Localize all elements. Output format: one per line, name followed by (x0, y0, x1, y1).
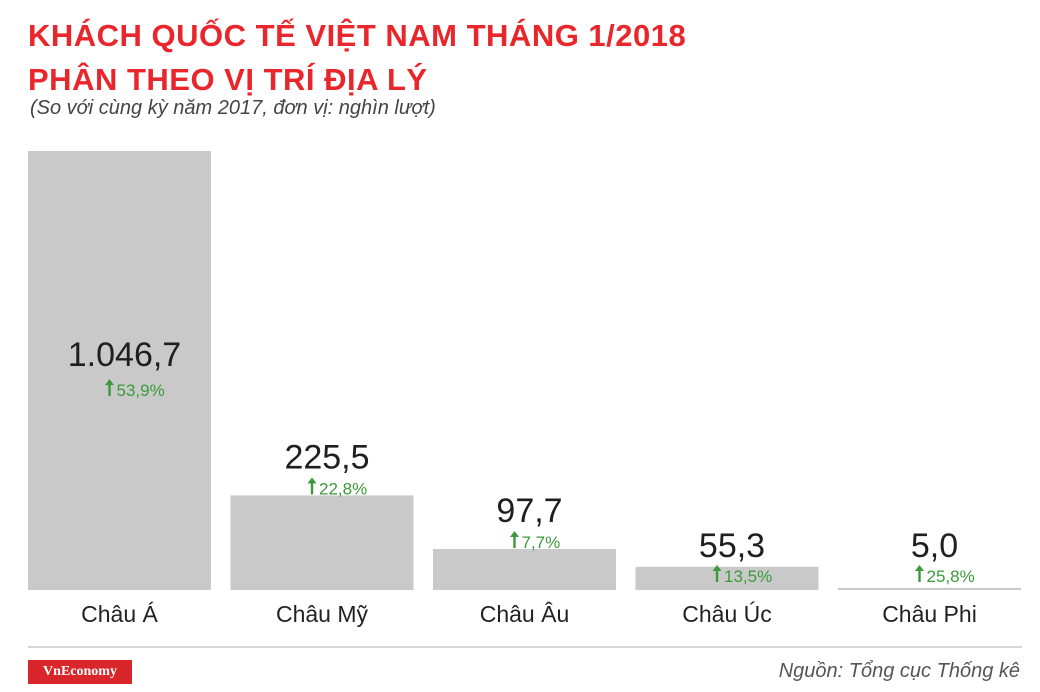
value-label: 97,7 (496, 492, 562, 530)
bar (28, 151, 211, 590)
bar-chart: 1.046,7 53,9% Châu Á 225,5 22,8% Châu Mỹ 97,7 7… (28, 151, 1021, 627)
growth-label: 25,8% (927, 567, 975, 586)
bar (838, 587, 1021, 590)
value-label: 55,3 (699, 527, 765, 565)
growth-label: 53,9% (117, 381, 165, 400)
category-label: Châu Âu (480, 601, 570, 627)
growth-label: 7,7% (522, 533, 561, 552)
arrow-up-icon (105, 379, 114, 397)
category-label: Châu Phi (882, 601, 977, 627)
bar (635, 566, 819, 590)
bar (433, 549, 616, 590)
source-note: Nguồn: Tổng cục Thống kê (778, 660, 1020, 682)
category-label: Châu Úc (682, 601, 771, 627)
growth-label: 22,8% (319, 479, 367, 498)
title-line-1: KHÁCH QUỐC TẾ VIỆT NAM THÁNG 1/2018 (28, 18, 687, 53)
vneconomy-logo: VnEconomy (28, 660, 132, 684)
value-label: 5,0 (911, 527, 958, 565)
growth-label: 13,5% (724, 567, 772, 586)
value-label: 1.046,7 (68, 336, 181, 374)
title-line-2: PHÂN THEO VỊ TRÍ ĐỊA LÝ (28, 62, 428, 97)
arrow-up-icon (915, 565, 924, 582)
arrow-up-icon (510, 531, 519, 549)
arrow-up-icon (307, 477, 317, 495)
category-label: Châu Á (81, 601, 158, 627)
footer-divider (28, 646, 1022, 648)
chart-title: KHÁCH QUỐC TẾ VIỆT NAM THÁNG 1/2018 PHÂN… (28, 14, 686, 102)
value-label: 225,5 (284, 438, 369, 476)
category-label: Châu Mỹ (276, 601, 369, 627)
chart-subtitle: (So với cùng kỳ năm 2017, đơn vị: nghìn … (30, 97, 436, 119)
arrow-up-icon (712, 565, 722, 582)
bar (230, 495, 414, 590)
